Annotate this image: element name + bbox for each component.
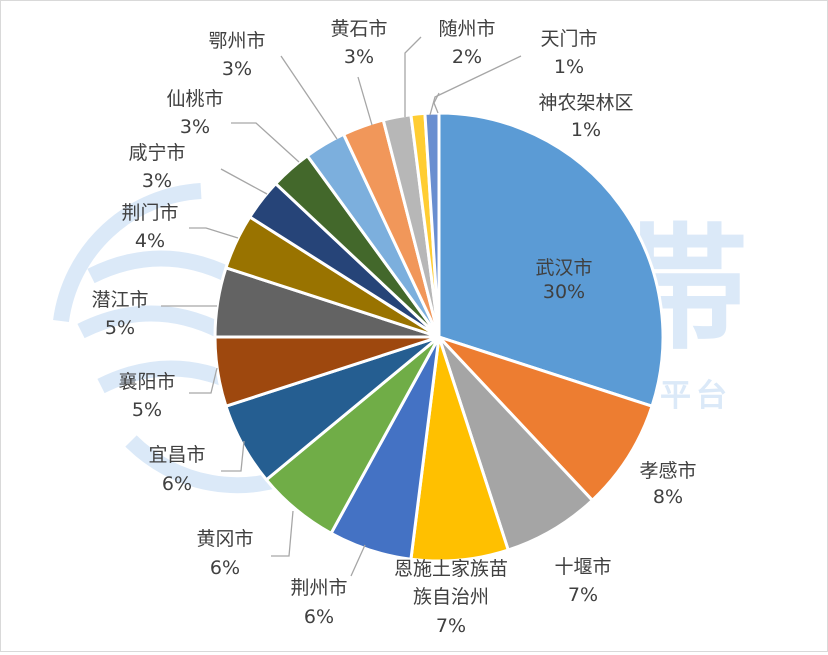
label-shiyan: 十堰市 7% — [554, 556, 611, 606]
data-labels: 武汉市 30% 孝感市 8% 十堰市 7% 恩施土家族苗 族自治州 7% 荆州市… — [91, 18, 696, 637]
label-yichang-value: 6% — [162, 473, 192, 495]
label-xiantao: 仙桃市 3% — [166, 88, 223, 138]
label-xiaogan-name: 孝感市 — [639, 460, 696, 482]
label-enshi: 恩施土家族苗 族自治州 7% — [394, 558, 508, 637]
label-wuhan-value: 30% — [543, 281, 585, 303]
label-xiantao-value: 3% — [180, 116, 210, 138]
leader-line-jingmen — [189, 227, 239, 239]
label-suizhou-value: 2% — [452, 46, 482, 68]
label-ezhou-value: 3% — [222, 58, 252, 80]
label-yichang: 宜昌市 6% — [148, 444, 205, 495]
label-enshi-value: 7% — [436, 615, 466, 637]
leader-line-yichang — [221, 440, 245, 472]
pie-slices — [213, 111, 665, 563]
leader-line-suizhou — [404, 36, 422, 117]
label-shiyan-name: 十堰市 — [554, 556, 611, 578]
label-jingmen: 荆门市 4% — [121, 202, 178, 252]
label-shennongjia-value: 1% — [571, 119, 601, 141]
label-xiaogan: 孝感市 8% — [639, 460, 696, 508]
leader-line-ezhou — [280, 55, 338, 140]
label-xianning-value: 3% — [142, 170, 172, 192]
label-xiangyang-name: 襄阳市 — [118, 371, 175, 393]
leader-line-huangshi — [357, 76, 373, 126]
label-jingmen-name: 荆门市 — [121, 202, 178, 224]
label-suizhou-name: 随州市 — [438, 18, 495, 40]
leader-line-huanggang — [271, 510, 294, 557]
label-wuhan: 武汉市 30% — [535, 257, 592, 303]
label-yichang-name: 宜昌市 — [148, 444, 205, 466]
label-xianning: 咸宁市 3% — [128, 142, 185, 192]
leader-line-xiantao — [231, 122, 300, 163]
leader-line-xianning — [220, 168, 268, 195]
label-xiaogan-value: 8% — [653, 486, 683, 508]
label-tianmen-value: 1% — [554, 56, 584, 78]
label-wuhan-name: 武汉市 — [535, 257, 592, 279]
label-huanggang-name: 黄冈市 — [196, 528, 253, 550]
label-qianjiang: 潜江市 5% — [91, 289, 148, 339]
label-jingzhou: 荆州市 6% — [290, 577, 347, 628]
label-tianmen: 天门市 1% — [540, 28, 597, 78]
label-shennongjia: 神农架林区 1% — [538, 92, 633, 141]
label-huanggang: 黄冈市 6% — [196, 528, 253, 579]
label-jingzhou-value: 6% — [304, 606, 334, 628]
label-shiyan-value: 7% — [568, 584, 598, 606]
label-shennongjia-name: 神农架林区 — [538, 92, 633, 114]
leader-line-jingzhou — [350, 544, 366, 577]
label-qianjiang-name: 潜江市 — [91, 289, 148, 311]
pie-slice-16 — [423, 111, 441, 339]
label-tianmen-name: 天门市 — [540, 28, 597, 50]
label-ezhou-name: 鄂州市 — [208, 30, 265, 52]
label-jingmen-value: 4% — [135, 230, 165, 252]
label-huangshi: 黄石市 3% — [330, 18, 387, 68]
leader-lines — [161, 36, 522, 577]
pie-slice-1 — [437, 335, 654, 502]
label-xianning-name: 咸宁市 — [128, 142, 185, 164]
label-enshi-name-line2: 族自治州 — [413, 586, 489, 608]
label-ezhou: 鄂州市 3% — [208, 30, 265, 80]
label-xiangyang-value: 5% — [132, 399, 162, 421]
label-suizhou: 随州市 2% — [438, 18, 495, 68]
label-xiangyang: 襄阳市 5% — [118, 371, 175, 421]
label-huanggang-value: 6% — [210, 557, 240, 579]
label-huangshi-name: 黄石市 — [330, 18, 387, 40]
leader-line-xiangyang — [189, 367, 218, 394]
label-enshi-name-line1: 恩施土家族苗 — [394, 558, 508, 580]
label-xiantao-name: 仙桃市 — [166, 88, 223, 110]
label-huangshi-value: 3% — [344, 46, 374, 68]
leader-line-tianmen — [429, 55, 522, 116]
pie-slice-0 — [437, 111, 665, 408]
label-qianjiang-value: 5% — [105, 317, 135, 339]
label-jingzhou-name: 荆州市 — [290, 577, 347, 599]
